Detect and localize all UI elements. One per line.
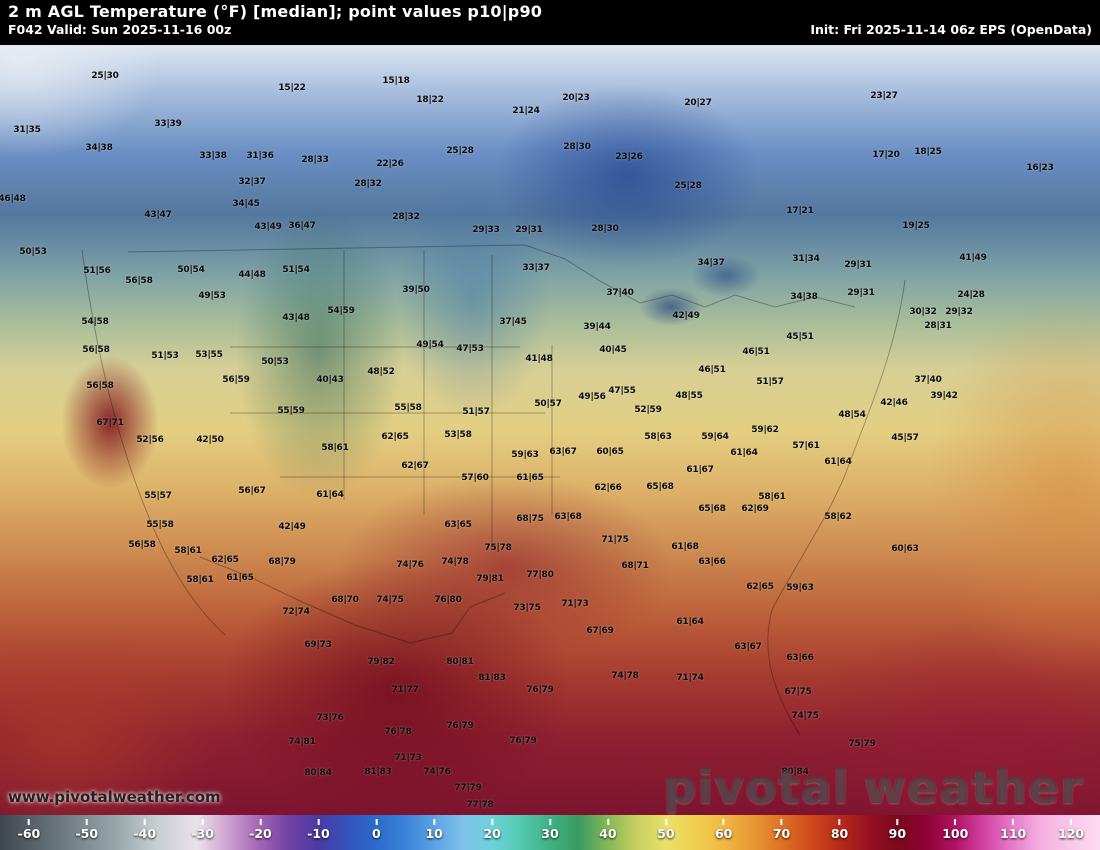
colorbar-tick-label: 30: [541, 819, 559, 841]
logo-word-weather: weather: [863, 760, 1084, 814]
colorbar-tick-label: 70: [773, 819, 790, 841]
pivotalweather-logo: pivotal weather: [664, 764, 1084, 810]
colorbar-tick-label: -20: [249, 819, 272, 841]
colorbar-tick-label: 80: [831, 819, 848, 841]
colorbar-tick-label: -60: [18, 819, 40, 841]
colorbar-tick-label: 60: [715, 819, 732, 841]
state-borders: [81, 244, 906, 736]
colorbar-tick-label: 10: [425, 819, 443, 841]
colorbar-tick-label: 90: [889, 819, 906, 841]
colorbar-tick-label: 20: [483, 819, 501, 841]
init-time-label: Init: Fri 2025-11-14 06z EPS (OpenData): [810, 22, 1092, 37]
colorbar-tick-label: -50: [75, 819, 98, 841]
colorbar-tick-label: -10: [307, 819, 330, 841]
colorbar-tick-label: 100: [942, 819, 968, 841]
colorbar-tick-label: 50: [657, 819, 675, 841]
colorbar-tick-label: 110: [1000, 819, 1026, 841]
temperature-colorbar: -60 -50 -40 -30 -20 -10 0 10 20 30 40 50 60 70 80 90 100…: [0, 815, 1100, 850]
colorbar-tick-label: 0: [372, 819, 381, 841]
colorbar-tick-label: -40: [133, 819, 156, 841]
colorbar-tick-label: 120: [1058, 819, 1084, 841]
header-bar: 2 m AGL Temperature (°F) [median]; point…: [0, 0, 1100, 45]
valid-time-label: F042 Valid: Sun 2025-11-16 00z: [8, 22, 232, 37]
watermark-url: www.pivotalweather.com: [8, 788, 221, 806]
temperature-map-canvas[interactable]: [0, 45, 1100, 815]
colorbar-tick-label: -30: [191, 819, 214, 841]
logo-word-pivotal: pivotal: [663, 760, 850, 814]
map-title: 2 m AGL Temperature (°F) [median]; point…: [8, 2, 543, 21]
colorbar-tick-label: 40: [599, 819, 617, 841]
